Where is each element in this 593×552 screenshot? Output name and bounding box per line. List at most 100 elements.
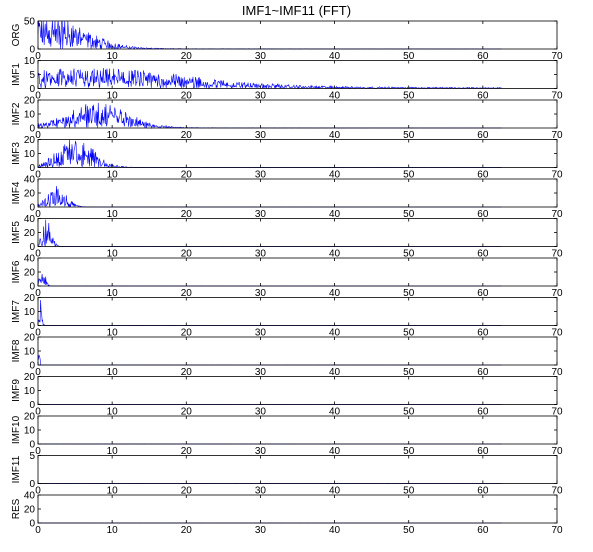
y-tick-label: 20 bbox=[24, 96, 36, 107]
y-axis-label: IMF2 bbox=[11, 102, 22, 125]
x-tick-label: 70 bbox=[551, 249, 563, 260]
y-tick-label: 20 bbox=[24, 412, 36, 423]
x-tick-label: 50 bbox=[403, 288, 415, 299]
y-tick-label: 20 bbox=[24, 268, 36, 279]
x-tick-label: 10 bbox=[107, 407, 119, 418]
x-tick-label: 60 bbox=[477, 525, 489, 536]
y-axis-label: IMF6 bbox=[11, 260, 22, 283]
axes-box bbox=[37, 494, 558, 524]
x-tick-label: 0 bbox=[35, 367, 41, 378]
x-tick-label: 0 bbox=[35, 130, 41, 141]
y-tick-label: 20 bbox=[24, 135, 36, 146]
x-tick-label: 40 bbox=[329, 328, 341, 339]
x-tick-label: 60 bbox=[477, 91, 489, 102]
y-tick-label: 0 bbox=[29, 163, 35, 174]
axes-box bbox=[37, 20, 558, 50]
y-tick-label: 0 bbox=[29, 203, 35, 214]
x-tick-label: 50 bbox=[403, 91, 415, 102]
x-tick-label: 40 bbox=[329, 249, 341, 260]
axes-box bbox=[37, 376, 558, 405]
axes-box bbox=[37, 178, 558, 208]
x-tick-label: 70 bbox=[551, 51, 563, 62]
x-tick-label: 30 bbox=[255, 407, 267, 418]
axes-box bbox=[37, 218, 558, 247]
y-tick-label: 50 bbox=[24, 17, 36, 28]
y-tick-label: 10 bbox=[24, 110, 36, 121]
x-tick-label: 0 bbox=[35, 407, 41, 418]
x-tick-label: 70 bbox=[551, 328, 563, 339]
y-axis-label: IMF4 bbox=[11, 181, 22, 204]
x-tick-label: 50 bbox=[403, 170, 415, 181]
y-tick-label: 20 bbox=[24, 372, 36, 383]
axes-box bbox=[37, 139, 558, 168]
x-tick-label: 40 bbox=[329, 407, 341, 418]
x-tick-label: 40 bbox=[329, 130, 341, 141]
x-tick-label: 30 bbox=[255, 486, 267, 497]
x-tick-label: 10 bbox=[107, 91, 119, 102]
y-tick-label: 40 bbox=[24, 214, 36, 225]
x-tick-label: 0 bbox=[35, 91, 41, 102]
x-tick-label: 60 bbox=[477, 51, 489, 62]
y-axis-label: IMF7 bbox=[11, 300, 22, 323]
y-axis-label: IMF10 bbox=[11, 415, 22, 444]
series-line-imf3 bbox=[37, 139, 502, 169]
x-tick-label: 10 bbox=[107, 446, 119, 457]
y-tick-label: 0 bbox=[29, 479, 35, 490]
y-tick-label: 10 bbox=[24, 56, 36, 67]
series-line-imf1 bbox=[37, 68, 502, 90]
x-tick-label: 40 bbox=[329, 288, 341, 299]
y-tick-label: 10 bbox=[24, 426, 36, 437]
x-tick-label: 50 bbox=[403, 525, 415, 536]
x-tick-label: 20 bbox=[181, 170, 193, 181]
x-tick-label: 40 bbox=[329, 51, 341, 62]
x-tick-label: 70 bbox=[551, 407, 563, 418]
axes-box bbox=[37, 336, 558, 366]
x-tick-label: 70 bbox=[551, 367, 563, 378]
x-tick-label: 20 bbox=[181, 130, 193, 141]
x-tick-label: 0 bbox=[35, 51, 41, 62]
y-tick-label: 0 bbox=[29, 400, 35, 411]
x-tick-label: 60 bbox=[477, 209, 489, 220]
x-tick-label: 30 bbox=[255, 525, 267, 536]
x-tick-label: 10 bbox=[107, 249, 119, 260]
axes-box bbox=[37, 60, 558, 89]
x-tick-label: 10 bbox=[107, 486, 119, 497]
x-tick-label: 10 bbox=[107, 170, 119, 181]
x-tick-label: 30 bbox=[255, 51, 267, 62]
y-tick-label: 40 bbox=[24, 491, 36, 502]
x-tick-label: 0 bbox=[35, 486, 41, 497]
y-tick-label: 10 bbox=[24, 386, 36, 397]
x-tick-label: 70 bbox=[551, 130, 563, 141]
series-line-imf2 bbox=[37, 102, 502, 129]
x-tick-label: 30 bbox=[255, 91, 267, 102]
axes-box bbox=[37, 415, 558, 445]
axes-box bbox=[37, 257, 558, 287]
series-line-imf4 bbox=[37, 186, 502, 208]
x-tick-label: 50 bbox=[403, 249, 415, 260]
x-tick-label: 60 bbox=[477, 288, 489, 299]
x-tick-label: 50 bbox=[403, 486, 415, 497]
x-tick-label: 10 bbox=[107, 367, 119, 378]
y-tick-label: 0 bbox=[29, 361, 35, 372]
y-tick-label: 40 bbox=[24, 254, 36, 265]
y-tick-label: 10 bbox=[24, 347, 36, 358]
x-tick-label: 40 bbox=[329, 91, 341, 102]
x-tick-label: 20 bbox=[181, 209, 193, 220]
y-axis-label: ORG bbox=[11, 23, 22, 46]
y-tick-label: 0 bbox=[29, 84, 35, 95]
x-tick-label: 10 bbox=[107, 209, 119, 220]
x-tick-label: 0 bbox=[35, 209, 41, 220]
x-tick-label: 10 bbox=[107, 288, 119, 299]
figure-title: IMF1~IMF11 (FFT) bbox=[241, 3, 352, 18]
x-tick-label: 20 bbox=[181, 525, 193, 536]
x-tick-label: 60 bbox=[477, 328, 489, 339]
